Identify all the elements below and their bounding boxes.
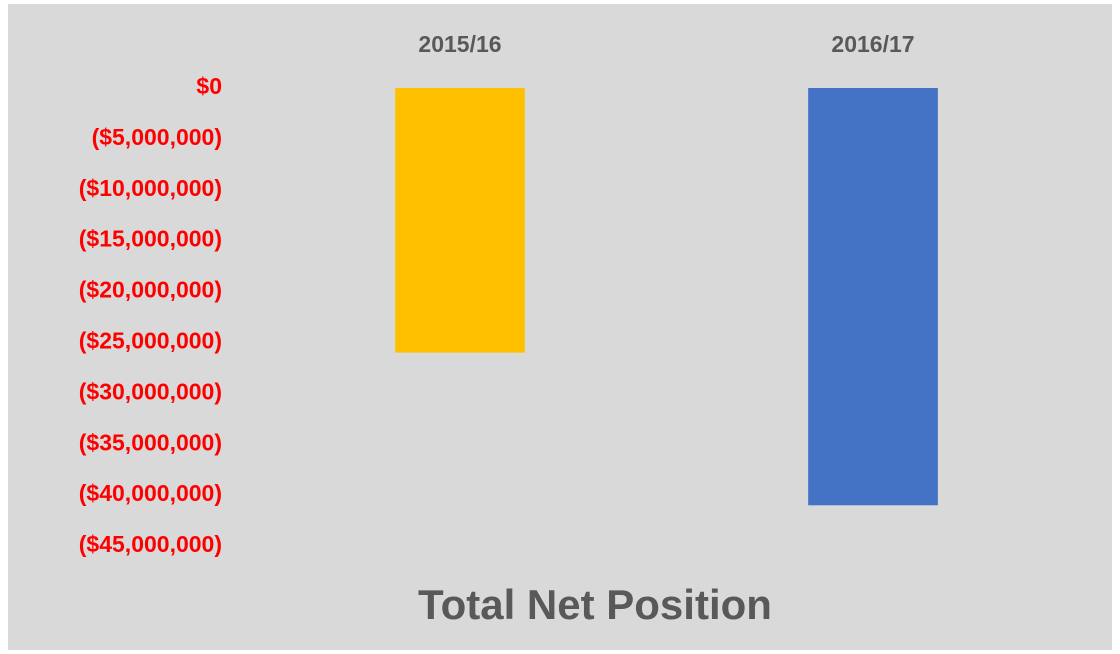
- y-tick-label: ($10,000,000): [79, 175, 222, 201]
- y-tick-label: ($20,000,000): [79, 277, 222, 303]
- y-tick-label: ($35,000,000): [79, 429, 222, 455]
- x-tick-label: 2016/17: [831, 31, 914, 57]
- x-tick-label: 2015/16: [418, 31, 501, 57]
- bar: [808, 88, 938, 506]
- chart-title: Total Net Position: [418, 581, 772, 628]
- y-tick-label: ($15,000,000): [79, 226, 222, 252]
- y-tick-label: $0: [196, 73, 222, 99]
- y-tick-label: ($25,000,000): [79, 328, 222, 354]
- bar: [395, 88, 525, 353]
- y-tick-label: ($40,000,000): [79, 480, 222, 506]
- y-tick-label: ($5,000,000): [92, 124, 222, 150]
- y-tick-label: ($45,000,000): [79, 531, 222, 557]
- y-tick-label: ($30,000,000): [79, 378, 222, 404]
